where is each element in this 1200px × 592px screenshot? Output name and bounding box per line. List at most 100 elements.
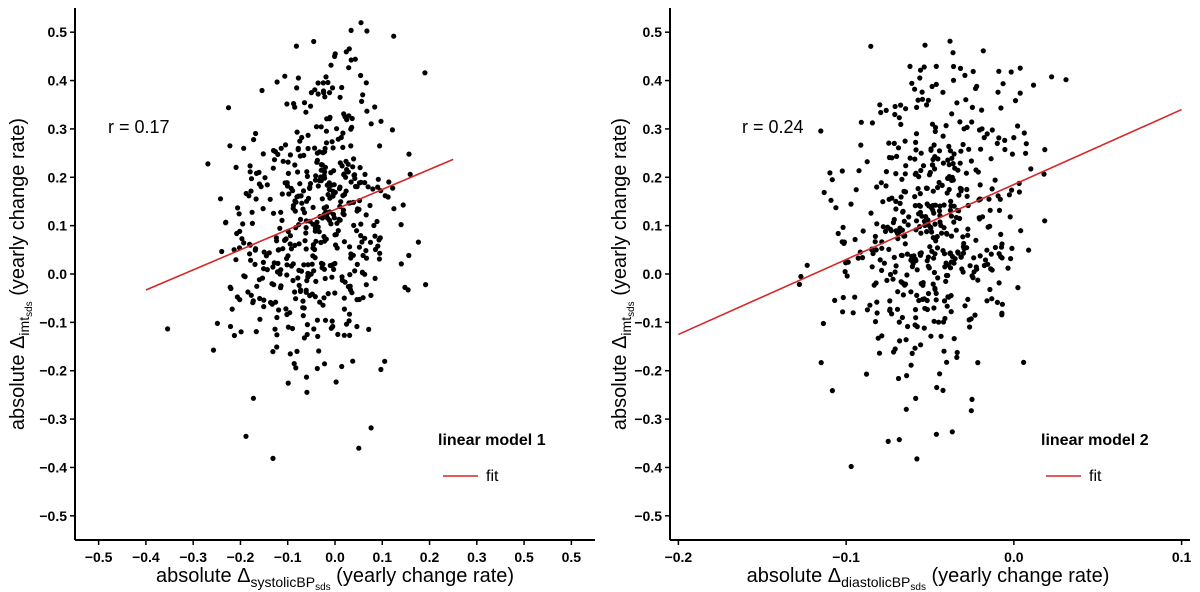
scatter-point bbox=[279, 191, 285, 197]
scatter-point bbox=[919, 89, 925, 95]
scatter-point bbox=[931, 210, 937, 216]
scatter-point bbox=[303, 246, 309, 252]
scatter-point bbox=[329, 85, 336, 91]
scatter-point bbox=[238, 329, 244, 335]
scatter-point bbox=[318, 239, 324, 246]
scatter-point bbox=[886, 196, 892, 202]
scatter-point bbox=[956, 192, 962, 198]
scatter-point bbox=[950, 50, 956, 56]
scatter-point bbox=[348, 57, 354, 63]
scatter-point bbox=[301, 152, 307, 158]
scatter-point bbox=[325, 79, 331, 86]
scatter-point bbox=[895, 145, 902, 151]
scatter-point bbox=[219, 248, 225, 255]
x-tick-label: −0.1 bbox=[832, 549, 860, 565]
scatter-point bbox=[165, 326, 171, 332]
scatter-point bbox=[321, 295, 327, 301]
scatter-point bbox=[880, 199, 886, 205]
scatter-point bbox=[314, 159, 320, 165]
scatter-point bbox=[963, 97, 969, 103]
scatter-point bbox=[829, 177, 835, 183]
scatter-point bbox=[261, 249, 267, 255]
scatter-point bbox=[914, 267, 920, 273]
scatter-point bbox=[967, 324, 973, 330]
scatter-point bbox=[897, 225, 903, 231]
scatter-point bbox=[398, 261, 404, 267]
scatter-point bbox=[377, 143, 383, 149]
scatter-point bbox=[1012, 98, 1019, 104]
y-tick-label: −0.3 bbox=[39, 411, 67, 427]
scatter-point bbox=[324, 116, 330, 122]
scatter-point bbox=[333, 379, 339, 385]
scatter-point bbox=[886, 246, 892, 252]
scatter-point bbox=[321, 173, 327, 179]
scatter-point bbox=[288, 263, 295, 269]
scatter-point bbox=[969, 104, 976, 110]
y-axis-label: absolute Δimtsds (yearly change rate) bbox=[609, 118, 637, 430]
scatter-point bbox=[980, 48, 986, 54]
scatter-point bbox=[356, 180, 362, 186]
scatter-point bbox=[234, 230, 240, 237]
scatter-point bbox=[1023, 150, 1029, 156]
scatter-point bbox=[912, 345, 918, 351]
scatter-point bbox=[1017, 65, 1023, 71]
scatter-point bbox=[896, 437, 902, 443]
scatter-point bbox=[390, 185, 396, 191]
scatter-point bbox=[946, 143, 952, 149]
legend: linear model 1 fit bbox=[438, 432, 546, 485]
scatter-point bbox=[907, 63, 913, 69]
scatter-point bbox=[272, 326, 278, 332]
scatter-point bbox=[945, 157, 951, 163]
scatter-point bbox=[362, 171, 368, 177]
scatter-point bbox=[352, 172, 358, 178]
scatter-point bbox=[313, 173, 319, 179]
scatter-point bbox=[303, 230, 309, 236]
x-tick-label: 0.3 bbox=[467, 549, 487, 565]
scatter-point bbox=[316, 348, 322, 354]
scatter-point bbox=[833, 205, 839, 211]
scatter-point bbox=[357, 165, 363, 171]
legend-fit-label: fit bbox=[486, 468, 499, 485]
scatter-point bbox=[913, 139, 919, 145]
scatter-point bbox=[915, 97, 921, 103]
scatter-point bbox=[892, 346, 898, 352]
scatter-point bbox=[832, 297, 838, 303]
scatter-point bbox=[940, 133, 946, 139]
scatter-point bbox=[989, 296, 995, 302]
scatter-point bbox=[367, 239, 374, 245]
scatter-point bbox=[318, 260, 325, 266]
y-tick-label: −0.2 bbox=[634, 363, 662, 379]
scatter-point bbox=[853, 187, 859, 193]
scatter-point bbox=[917, 250, 923, 257]
scatter-point bbox=[278, 285, 284, 291]
scatter-point bbox=[328, 62, 334, 68]
scatter-point bbox=[297, 216, 304, 222]
scatter-point bbox=[922, 305, 928, 311]
scatter-point bbox=[297, 181, 303, 187]
scatter-point bbox=[891, 140, 897, 146]
correlation-label: r = 0.17 bbox=[108, 117, 170, 137]
scatter-points bbox=[796, 38, 1069, 470]
scatter-point bbox=[996, 207, 1003, 213]
scatter-point bbox=[323, 140, 330, 146]
scatter-point bbox=[821, 189, 827, 196]
scatter-point bbox=[341, 332, 347, 338]
scatter-point bbox=[994, 140, 1000, 146]
scatter-point bbox=[276, 307, 282, 313]
y-tick-label: 0.4 bbox=[643, 73, 663, 89]
scatter-point bbox=[969, 119, 975, 125]
scatter-point bbox=[375, 176, 381, 182]
scatter-point bbox=[1030, 82, 1037, 88]
scatter-point bbox=[345, 169, 351, 175]
scatter-point bbox=[887, 271, 894, 278]
scatter-point bbox=[233, 257, 239, 263]
scatter-point bbox=[951, 336, 957, 342]
scatter-point bbox=[952, 165, 958, 171]
scatter-point bbox=[348, 179, 354, 185]
scatter-point bbox=[903, 406, 909, 412]
scatter-point bbox=[271, 260, 277, 266]
scatter-point bbox=[976, 127, 983, 133]
x-tick-label: −0.4 bbox=[132, 549, 160, 565]
scatter-point bbox=[284, 262, 290, 268]
scatter-point bbox=[322, 164, 328, 170]
